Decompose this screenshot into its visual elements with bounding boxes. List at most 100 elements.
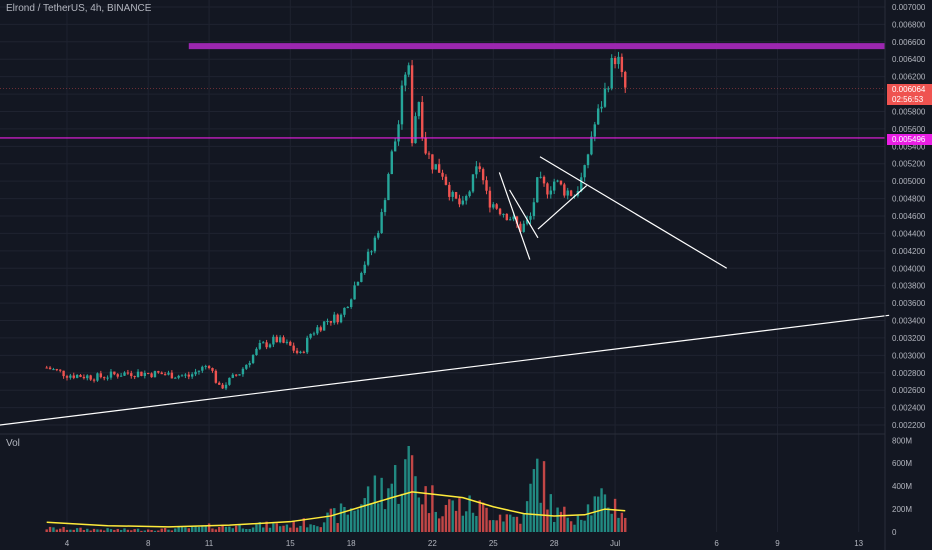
time-tick-label: 6: [714, 539, 719, 548]
volume-bar: [65, 529, 69, 532]
volume-bar: [542, 461, 546, 532]
volume-bar: [498, 514, 502, 532]
candle-body: [126, 372, 130, 374]
candle-body: [427, 153, 431, 155]
volume-bar: [454, 510, 458, 532]
volume-bar: [400, 493, 404, 532]
time-tick-label: 8: [146, 539, 151, 548]
volume-bar: [556, 507, 559, 532]
candle-body: [333, 314, 336, 323]
trend-line: [509, 189, 539, 239]
volume-bar: [532, 469, 536, 532]
volume-bar: [207, 523, 211, 532]
volume-bar: [441, 516, 444, 532]
volume-bar: [363, 498, 366, 532]
volume-bar: [414, 476, 417, 532]
volume-bar: [326, 512, 329, 532]
volume-bar: [397, 503, 400, 532]
volume-bar: [211, 528, 214, 532]
candle-body: [387, 174, 390, 201]
candle-body: [346, 307, 350, 309]
volume-bar: [370, 504, 373, 532]
volume-bar: [525, 501, 529, 532]
volume-bar: [133, 529, 136, 532]
volume-bar: [471, 512, 475, 532]
candle-body: [52, 369, 55, 371]
candle-body: [153, 371, 157, 378]
candle-body: [529, 216, 532, 220]
price-tick-label: 0.003600: [892, 299, 926, 308]
candle-body: [262, 342, 265, 344]
candle-body: [163, 374, 167, 376]
time-tick-label: 22: [428, 539, 437, 548]
volume-bar: [248, 528, 251, 532]
volume-bar: [150, 530, 153, 532]
volume-bar: [417, 497, 421, 532]
candle-body: [593, 124, 596, 137]
candle-body: [329, 321, 333, 323]
volume-bar: [512, 516, 515, 532]
time-axis[interactable]: 4 8 11 15 18 22 25 28 Jul 6 9 13: [65, 539, 864, 548]
volume-bar: [160, 528, 163, 532]
chart-title: Elrond / TetherUS, 4h, BINANCE: [6, 3, 152, 14]
candle-body: [180, 375, 184, 377]
candle-body: [160, 372, 163, 375]
candle-body: [563, 184, 566, 196]
candle-body: [478, 166, 481, 170]
volume-bar: [289, 527, 292, 532]
volume-bar: [336, 523, 339, 532]
candle-body: [586, 154, 590, 166]
candle-body: [289, 341, 292, 346]
volume-bar: [48, 526, 52, 532]
volume-bar: [153, 530, 157, 532]
price-axis[interactable]: 0.002200 0.002400 0.002600 0.002800 0.003000…: [892, 3, 926, 430]
volume-bar: [390, 483, 393, 532]
volume-bar: [468, 495, 471, 532]
candle-body: [603, 88, 607, 107]
volume-tick-label: 400M: [892, 482, 912, 491]
candle-body: [596, 108, 600, 125]
volume-bar: [109, 529, 113, 532]
volume-bar: [583, 520, 586, 532]
volume-bar: [197, 526, 201, 532]
volume-bar: [82, 530, 86, 532]
candle-body: [119, 375, 123, 377]
volume-ma-line: [46, 491, 626, 528]
volume-bar: [201, 525, 204, 532]
candle-body: [552, 181, 556, 191]
volume-bar: [624, 517, 627, 532]
price-tick-label: 0.003800: [892, 282, 926, 291]
time-tick-label: 9: [775, 539, 780, 548]
volume-bar: [329, 508, 333, 532]
volume-bar: [265, 521, 268, 532]
volume-bar: [316, 526, 319, 532]
volume-axis[interactable]: 0 200M 400M 600M 800M: [892, 436, 912, 537]
volume-bar: [593, 496, 596, 532]
candle-body: [89, 375, 92, 380]
volume-bar: [377, 503, 380, 532]
candle-body: [62, 370, 65, 377]
candle-body: [207, 366, 211, 369]
volume-bar: [349, 508, 353, 532]
candle-body: [103, 377, 106, 379]
candle-body: [130, 373, 133, 377]
candle-body: [546, 183, 549, 195]
candle-body: [590, 136, 593, 155]
volume-bar: [488, 520, 492, 532]
candle-body: [133, 376, 136, 378]
volume-bar: [461, 515, 465, 532]
volume-bar: [410, 455, 414, 532]
volume-bar: [451, 500, 454, 532]
volume-bar: [224, 526, 228, 532]
volume-bar: [366, 486, 370, 532]
volume-bar: [563, 506, 566, 532]
candle-body: [377, 232, 380, 238]
time-tick-label: 28: [550, 539, 559, 548]
candle-body: [113, 371, 116, 375]
candle-body: [393, 141, 397, 152]
volume-tick-label: 200M: [892, 505, 912, 514]
candle-body: [380, 212, 383, 233]
price-tick-label: 0.007000: [892, 3, 926, 12]
candle-body: [471, 174, 475, 192]
